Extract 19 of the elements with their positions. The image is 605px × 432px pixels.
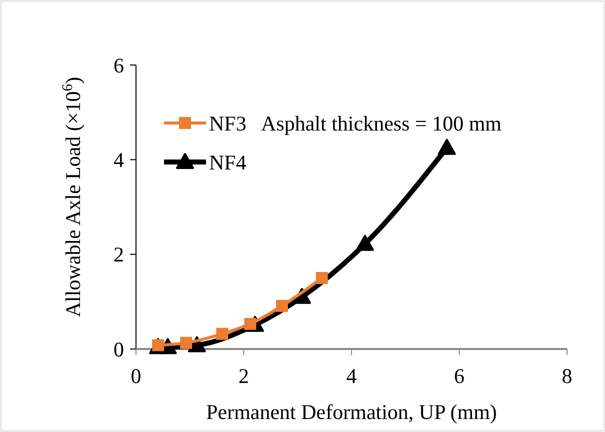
point	[316, 272, 328, 284]
x-tick-label: 8	[562, 364, 572, 388]
y-tick-label: 6	[114, 53, 124, 78]
y-tick-label: 0	[114, 337, 124, 362]
legend-label: NF4	[209, 150, 247, 174]
point	[180, 336, 192, 349]
x-axis-title: Permanent Deformation, UP (mm)	[206, 400, 497, 424]
point	[356, 234, 374, 251]
x-tick-label: 2	[238, 364, 249, 388]
x-tick-label: 4	[346, 364, 358, 388]
point	[216, 328, 228, 340]
annotation: Asphalt thickness = 100 mm	[261, 111, 502, 136]
point	[438, 138, 456, 155]
point	[276, 300, 288, 312]
y-tick-label: 2	[114, 242, 124, 267]
legend-label: NF3	[209, 111, 246, 136]
x-tick-label: 6	[454, 364, 464, 388]
x-tick-label: 0	[130, 364, 142, 388]
y-tick-label: 4	[114, 148, 124, 172]
